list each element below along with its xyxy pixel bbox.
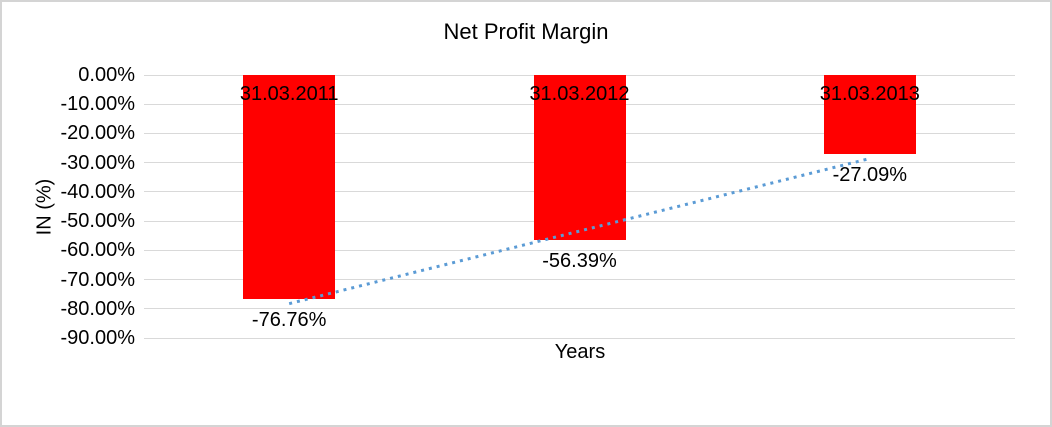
x-axis-title: Years <box>554 341 606 363</box>
y-tick-label: -30.00% <box>60 151 136 174</box>
bar-category-label: 31.03.2011 <box>239 83 339 105</box>
bar-value-label: -56.39% <box>542 249 617 272</box>
y-tick-label: -10.00% <box>60 93 136 116</box>
y-tick-label: -20.00% <box>60 122 136 145</box>
gridline <box>144 308 1015 310</box>
y-tick-label: -90.00% <box>60 327 136 349</box>
bar-value-label: -27.09% <box>832 164 908 187</box>
bar <box>823 75 916 155</box>
y-tick-label: -70.00% <box>60 268 136 291</box>
y-tick-label: 0.00% <box>78 64 135 86</box>
bar-category-label: 31.03.2013 <box>819 83 920 105</box>
chart-title: Net Profit Margin <box>443 19 609 44</box>
bar-value-label: -76.76% <box>251 309 327 332</box>
bar-category-label: 31.03.2012 <box>529 83 630 105</box>
gridline <box>144 337 1015 339</box>
y-tick-label: -40.00% <box>60 180 136 203</box>
y-tick-label: -50.00% <box>60 210 136 233</box>
y-tick-label: -80.00% <box>60 297 136 320</box>
bar <box>243 75 336 300</box>
y-tick-label: -60.00% <box>60 239 136 262</box>
